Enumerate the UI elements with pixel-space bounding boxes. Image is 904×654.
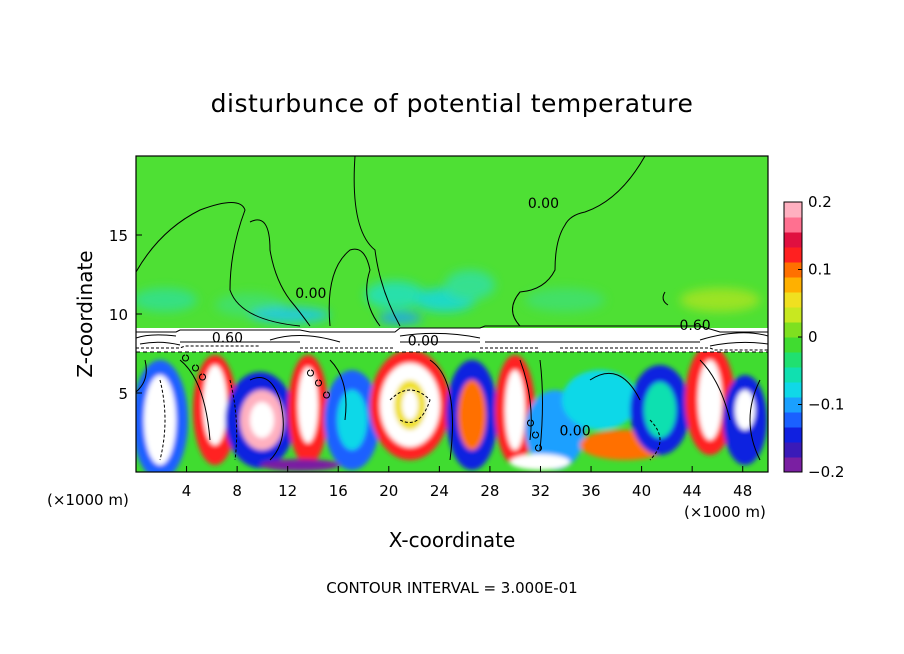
x-tick-label: 16 xyxy=(329,482,348,500)
colorbar-segment xyxy=(784,232,802,248)
colorbar-tick-label: 0 xyxy=(808,328,818,346)
colorbar-segment xyxy=(784,412,802,428)
colorbar-segment xyxy=(784,292,802,308)
x-tick-label: 8 xyxy=(232,482,242,500)
contour-label: 0.00 xyxy=(408,334,439,350)
contour-label: 0.00 xyxy=(528,196,559,212)
chart-title: disturbunce of potential temperature xyxy=(211,89,694,118)
colorbar-segment xyxy=(784,337,802,353)
colorbar-segment xyxy=(784,352,802,368)
y-tick-label: 10 xyxy=(109,306,128,324)
y-tick-label: 15 xyxy=(109,227,128,245)
contour-label: 0.60 xyxy=(680,318,711,334)
x-tick-label: 20 xyxy=(379,482,398,500)
x-tick-label: 24 xyxy=(430,482,449,500)
colorbar-ticks: 0.2 0.1 0 −0.1 −0.2 xyxy=(798,193,844,481)
colorbar-segment xyxy=(784,277,802,293)
x-tick-label: 12 xyxy=(278,482,297,500)
colorbar-segment xyxy=(784,457,802,473)
y-axis-ticks: 5 10 15 xyxy=(109,227,142,403)
colorbar-segment xyxy=(784,322,802,338)
colorbar-segment xyxy=(784,397,802,413)
colorbar-tick-label: 0.2 xyxy=(808,193,832,211)
contour-interval-note: CONTOUR INTERVAL = 3.000E-01 xyxy=(326,579,577,597)
colorbar-segment xyxy=(784,307,802,323)
x-axis-ticks: 4 8 12 16 20 24 28 32 36 40 44 48 xyxy=(182,466,752,500)
x-axis-label: X-coordinate xyxy=(389,528,516,552)
contour-label: 0.00 xyxy=(295,286,326,302)
colorbar-segment xyxy=(784,442,802,458)
colorbar-segment xyxy=(784,427,802,443)
x-tick-label: 40 xyxy=(632,482,651,500)
x-tick-label: 32 xyxy=(531,482,550,500)
colorbar xyxy=(783,201,803,473)
x-unit-right: (×1000 m) xyxy=(684,503,766,521)
x-tick-label: 36 xyxy=(581,482,600,500)
contour-label: 0.00 xyxy=(559,424,590,440)
contour-labels: 0.00 0.00 0.60 0.60 0.00 0.00 xyxy=(212,196,711,440)
colorbar-segment xyxy=(784,382,802,398)
colorbar-tick-label: 0.1 xyxy=(808,261,832,279)
colorbar-tick-label: −0.1 xyxy=(808,396,844,414)
colorbar-segment xyxy=(784,247,802,263)
colorbar-segment xyxy=(784,202,802,218)
y-axis-label: Z-coordinate xyxy=(73,250,97,377)
x-tick-label: 48 xyxy=(733,482,752,500)
colorbar-segment xyxy=(784,367,802,383)
x-unit-left: (×1000 m) xyxy=(47,491,129,509)
colorbar-tick-label: −0.2 xyxy=(808,463,844,481)
contour-label: 0.60 xyxy=(212,330,243,346)
x-tick-label: 28 xyxy=(480,482,499,500)
colorbar-segment xyxy=(784,262,802,278)
heatmap-field: 0.00 0.00 0.60 0.60 0.00 0.00 xyxy=(136,156,768,472)
x-tick-label: 4 xyxy=(182,482,192,500)
y-tick-label: 5 xyxy=(118,385,128,403)
x-tick-label: 44 xyxy=(683,482,702,500)
colorbar-segment xyxy=(784,217,802,233)
